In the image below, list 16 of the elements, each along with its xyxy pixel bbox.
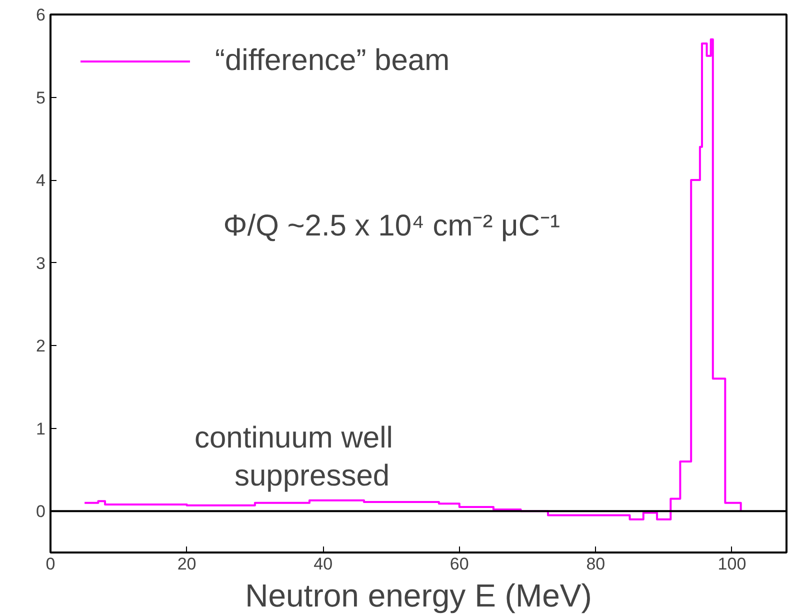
y-tick-label: 4 <box>36 171 46 190</box>
x-tick-label: 80 <box>586 554 606 574</box>
y-tick-label: 0 <box>36 502 46 522</box>
x-tick-label: 100 <box>718 554 746 574</box>
x-axis-title: Neutron energy E (MeV) <box>245 578 592 614</box>
y-tick-label: 5 <box>36 88 46 108</box>
y-tick-label: 3 <box>36 254 46 273</box>
y-tick-label: 2 <box>36 336 46 356</box>
annotation: Φ/Q ~2.5 x 10⁴ cm⁻² μC⁻¹ <box>223 210 560 242</box>
x-tick-label: 60 <box>450 554 469 574</box>
annotation: continuum well suppressed <box>194 422 393 492</box>
y-tick-label: 6 <box>36 6 46 24</box>
y-tick-label: 1 <box>36 419 46 438</box>
x-tick-label: 20 <box>177 554 196 574</box>
x-tick-label: 40 <box>314 554 333 574</box>
legend-label: “difference” beam <box>215 44 450 78</box>
